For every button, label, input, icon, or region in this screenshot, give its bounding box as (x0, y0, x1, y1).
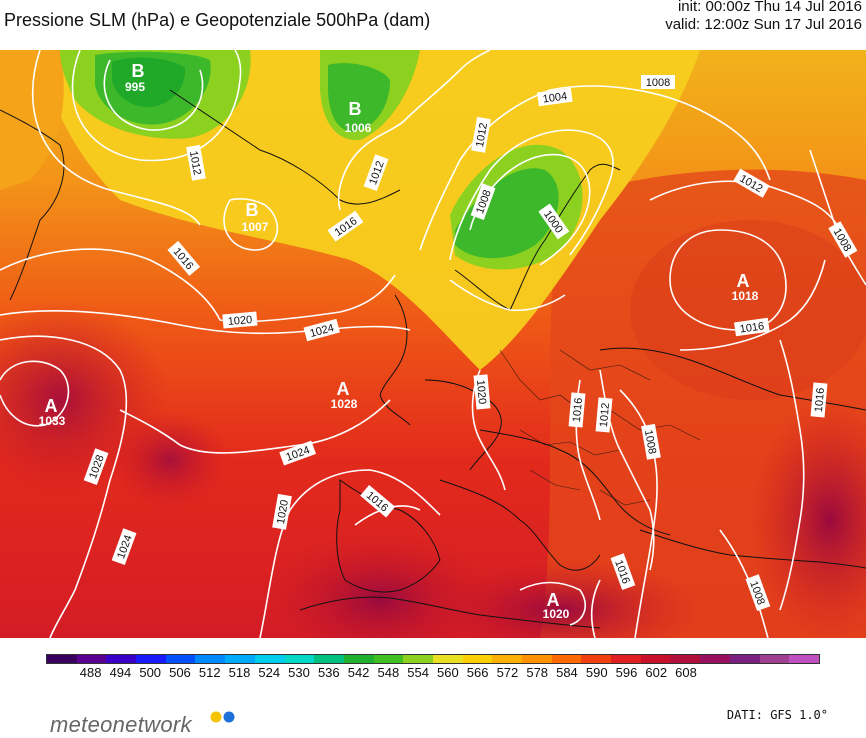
label-1008: 1008 (646, 77, 670, 89)
colorbar-tick-label: 518 (228, 665, 251, 680)
isobar-labels: 1004 1008 1012 1012 1008 1000 1012 1016 … (83, 75, 858, 612)
init-time: init: 00:00z Thu 14 Jul 2016 (677, 0, 862, 15)
colorbar-tick-label: 494 (109, 665, 132, 680)
colorbar-swatch (729, 655, 760, 663)
label-1008c: 1008 (642, 429, 658, 455)
high-center-type: A (45, 396, 58, 416)
colorbar-swatch (106, 655, 137, 663)
colorbar-swatch (165, 655, 196, 663)
colorbar-tick-label: 602 (645, 665, 668, 680)
colorbar-swatch (581, 655, 612, 663)
colorbar-tick-label: 536 (317, 665, 340, 680)
low-center-type: B (349, 99, 362, 119)
colorbar-tick-label: 590 (585, 665, 608, 680)
valid-time: valid: 12:00z Sun 17 Jul 2016 (665, 16, 862, 33)
high-center-type: A (737, 271, 750, 291)
colorbar-swatch (432, 655, 463, 663)
colorbar-tick-label: 506 (169, 665, 191, 680)
label-1004: 1004 (542, 90, 568, 105)
colorbar-ticks: 488 494 500 506 512 518 524 530 536 542 548 554 560 5… (46, 665, 820, 683)
colorbar-tick-label: 596 (615, 665, 638, 680)
low-center-value: 1007 (242, 220, 269, 234)
colorbar-tick-label: 572 (496, 665, 519, 680)
colorbar-swatch (225, 655, 255, 663)
colorbar-swatch (47, 655, 77, 663)
label-1012d: 1012 (598, 402, 612, 427)
colorbar-swatch (195, 655, 226, 663)
label-1020b: 1020 (275, 499, 291, 525)
colorbar-tick-label: 524 (258, 665, 281, 680)
low-center-type: B (132, 61, 145, 81)
colorbar-tick-label: 566 (466, 665, 489, 680)
colorbar-swatch (284, 655, 315, 663)
colorbar-tick-label: 512 (198, 665, 221, 680)
low-center-value: 995 (125, 80, 145, 94)
colorbar-swatch (403, 655, 433, 663)
colorbar-swatch (640, 655, 671, 663)
high-center-type: A (547, 590, 560, 610)
colorbar-swatch (700, 655, 730, 663)
colorbar-swatch (492, 655, 522, 663)
high-center-value: 1020 (543, 607, 570, 621)
colorbar-swatch (314, 655, 344, 663)
label-1012f: 1016 (813, 387, 827, 412)
colorbar-swatch (789, 655, 819, 663)
colorbar-tick-label: 578 (526, 665, 549, 680)
high-center-value: 1018 (732, 289, 759, 303)
label-1020: 1020 (227, 314, 252, 328)
logo-dots-icon (210, 711, 235, 723)
colorbar-tick-label: 500 (139, 665, 162, 680)
pressure-centers: B 995 B 1006 B 1007 A 1018 A 1028 A 1033… (39, 61, 759, 621)
label-1012: 1012 (474, 122, 490, 148)
high-center-value: 1028 (331, 397, 358, 411)
colorbar-tick-label: 488 (79, 665, 102, 680)
label-1016d: 1016 (571, 397, 585, 422)
colorbar-swatch (136, 655, 166, 663)
colorbar-tick-label: 584 (556, 665, 578, 680)
colorbar-swatch (551, 655, 582, 663)
high-center-type: A (337, 379, 350, 399)
colorbar-swatch (76, 655, 107, 663)
colorbar-swatch (670, 655, 701, 663)
colorbar-tick-label: 560 (437, 665, 459, 680)
colorbar-swatch (343, 655, 374, 663)
colorbar-swatch (759, 655, 790, 663)
chart-title: Pressione SLM (hPa) e Geopotenziale 500h… (4, 10, 431, 30)
colorbar-swatch (373, 655, 404, 663)
label-1016e: 1016 (739, 320, 765, 335)
colorbar-swatch (522, 655, 552, 663)
colorbar-tick-label: 554 (407, 665, 429, 680)
label-1012c: 1012 (187, 150, 203, 176)
weather-map: 1004 1008 1012 1012 1008 1000 1012 1016 … (0, 50, 866, 638)
low-center-type: B (246, 200, 259, 220)
label-1020c: 1020 (474, 379, 488, 404)
colorbar-swatch (254, 655, 285, 663)
data-source: DATI: GFS 1.0° (726, 708, 828, 722)
geopotential-colorbar (46, 654, 820, 664)
colorbar-tick-label: 548 (377, 665, 400, 680)
colorbar-tick-label: 530 (288, 665, 310, 680)
low-center-value: 1006 (345, 121, 372, 135)
colorbar-tick-label: 542 (347, 665, 370, 680)
colorbar-swatch (462, 655, 493, 663)
coastlines (0, 89, 866, 629)
colorbar-swatch (611, 655, 641, 663)
meteonetwork-logo: meteonetwork (50, 712, 192, 737)
high-center-value: 1033 (39, 414, 66, 428)
colorbar-tick-label: 608 (675, 665, 697, 680)
